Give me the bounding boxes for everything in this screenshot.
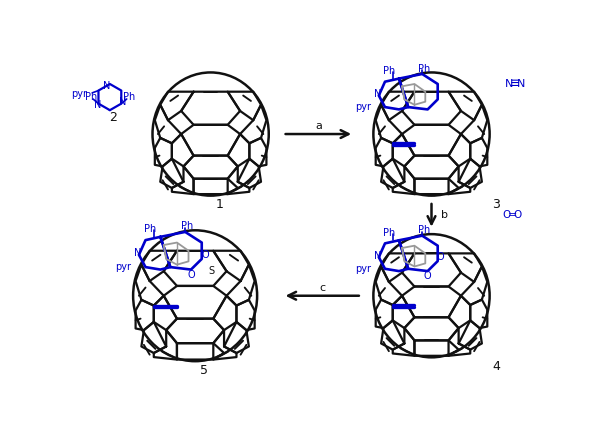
Text: N: N	[374, 89, 381, 99]
Text: Ph: Ph	[418, 64, 430, 74]
Text: pyr: pyr	[71, 89, 88, 99]
Text: O: O	[503, 210, 511, 220]
Text: N: N	[517, 79, 526, 89]
Text: 3: 3	[492, 198, 500, 212]
Text: N: N	[103, 81, 110, 91]
Text: 1: 1	[216, 198, 224, 212]
Text: O: O	[514, 210, 521, 220]
Text: O: O	[201, 250, 209, 260]
Text: pyr: pyr	[115, 262, 131, 272]
Text: N: N	[94, 100, 101, 110]
Text: b: b	[441, 210, 448, 220]
Text: 5: 5	[200, 364, 208, 377]
Text: O: O	[437, 252, 445, 262]
Text: N: N	[505, 79, 513, 89]
Text: Ph: Ph	[418, 225, 430, 235]
Text: pyr: pyr	[355, 264, 371, 274]
Text: N: N	[374, 251, 381, 261]
Text: N: N	[134, 248, 141, 258]
Text: Ph: Ph	[85, 92, 97, 103]
Text: 4: 4	[492, 360, 500, 373]
Text: 2: 2	[109, 112, 117, 124]
Text: Ph: Ph	[383, 228, 395, 237]
Text: ≡: ≡	[510, 78, 520, 90]
Text: N: N	[119, 97, 126, 107]
Text: Ph: Ph	[123, 92, 135, 103]
Text: O: O	[187, 270, 195, 280]
Text: pyr: pyr	[355, 102, 371, 112]
Text: Ph: Ph	[383, 66, 395, 76]
Text: Ph: Ph	[181, 221, 193, 231]
Text: Ph: Ph	[143, 223, 156, 234]
Text: a: a	[315, 121, 322, 131]
Text: S: S	[209, 266, 215, 276]
Text: c: c	[319, 283, 325, 293]
Text: =: =	[508, 210, 517, 220]
Text: O: O	[424, 271, 431, 282]
